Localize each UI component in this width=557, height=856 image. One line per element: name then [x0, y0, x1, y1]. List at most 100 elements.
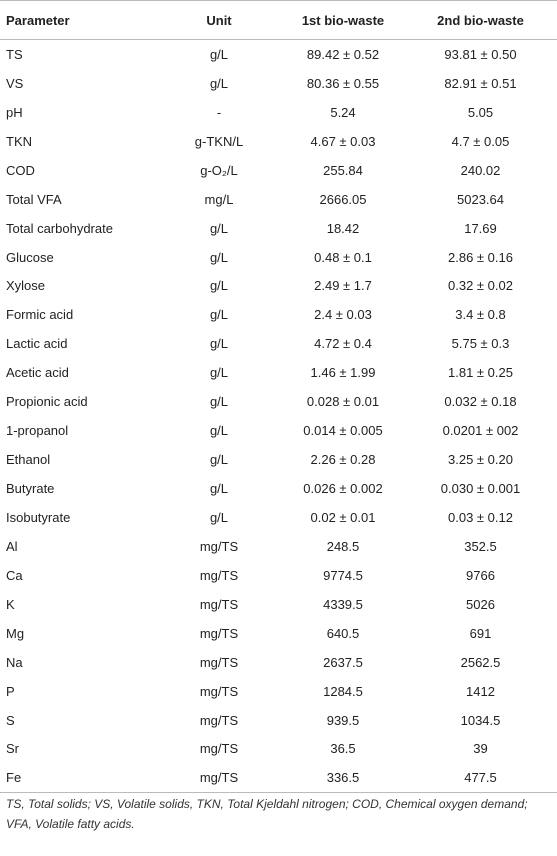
table-cell: 3.4 ± 0.8: [455, 307, 506, 323]
table-header: Parameter Unit 1st bio-waste 2nd bio-waste: [0, 0, 557, 40]
table-cell: Acetic acid: [6, 365, 69, 381]
table-cell: g-O₂/L: [200, 162, 238, 178]
table-cell: 0.02 ± 0.01: [310, 509, 376, 525]
table-cell: mg/TS: [199, 741, 239, 757]
table-cell: g/L: [209, 278, 229, 294]
table-cell: 0.026 ± 0.002: [303, 481, 383, 497]
table-cell: Isobutyrate: [6, 509, 71, 525]
table-cell: 0.028 ± 0.01: [306, 394, 380, 410]
table-cell: 939.5: [326, 712, 360, 728]
table-row: TKN g-TKN/L 4.67 ± 0.03 4.7 ± 0.05: [0, 127, 557, 156]
table-cell: S: [6, 712, 15, 728]
table-cell: -: [216, 104, 222, 120]
table-cell: 4.7 ± 0.05: [451, 133, 510, 149]
table-cell: 39: [473, 741, 488, 757]
table-cell: Fe: [0, 763, 156, 794]
header-cell: Unit: [156, 0, 282, 40]
table-cell: mg/TS: [199, 712, 239, 728]
table-cell: 4.72 ± 0.4: [314, 336, 372, 352]
table-cell: 0.032 ± 0.18: [444, 394, 517, 410]
table-cell: 248.5: [326, 538, 360, 554]
table-cell: 5023.64: [457, 191, 504, 207]
table-cell: Formic acid: [6, 307, 74, 323]
table-cell: 0.32 ± 0.02: [448, 278, 513, 294]
table-cell: 17.69: [464, 220, 497, 236]
table-cell: Al: [6, 538, 18, 554]
header-cell: 2nd bio-waste: [404, 0, 557, 40]
table-cell: TKN: [6, 133, 32, 149]
data-table: Parameter Unit 1st bio-waste 2nd bio-waste …: [0, 0, 557, 794]
table-cell: mg/TS: [199, 538, 239, 554]
table-row: Mg mg/TS 640.5 691: [0, 619, 557, 648]
header-cell: Parameter: [0, 0, 156, 40]
table-row: Ca mg/TS 9774.5 9766: [0, 561, 557, 590]
table-cell: 2666.05: [319, 191, 367, 207]
table-row: Total carbohydrate g/L 18.42 17.69: [0, 214, 557, 243]
table-cell: 2.4 ± 0.03: [314, 307, 372, 323]
table-cell: g/L: [209, 249, 229, 265]
table-cell: g/L: [209, 423, 229, 439]
table-row: Total VFA mg/L 2666.05 5023.64: [0, 185, 557, 214]
table-cell: mg/TS: [199, 654, 239, 670]
table-cell: 4339.5: [323, 596, 363, 612]
table-cell: mg/TS: [156, 763, 282, 794]
table-row: Al mg/TS 248.5 352.5: [0, 532, 557, 561]
table-cell: Propionic acid: [6, 394, 88, 410]
table-cell: g/L: [209, 452, 229, 468]
table-row: Butyrate g/L 0.026 ± 0.002 0.030 ± 0.001: [0, 474, 557, 503]
table-row: Xylose g/L 2.49 ± 1.7 0.32 ± 0.02: [0, 272, 557, 301]
table-cell: Sr: [6, 741, 19, 757]
table-cell: Ethanol: [6, 452, 51, 468]
table-cell: Total VFA: [6, 191, 62, 207]
table-row: Formic acid g/L 2.4 ± 0.03 3.4 ± 0.8: [0, 300, 557, 329]
table-cell: 4.67 ± 0.03: [310, 133, 376, 149]
table-cell: Butyrate: [6, 481, 55, 497]
table-cell: g/L: [209, 46, 229, 62]
table-cell: 2.49 ± 1.7: [314, 278, 372, 294]
table-row: Acetic acid g/L 1.46 ± 1.99 1.81 ± 0.25: [0, 358, 557, 387]
table-cell: 1.46 ± 1.99: [310, 365, 376, 381]
table-row: COD g-O₂/L 255.84 240.02: [0, 156, 557, 185]
table-cell: 82.91 ± 0.51: [444, 75, 517, 91]
table-cell: mg/TS: [199, 567, 239, 583]
table-cell: 336.5: [282, 763, 404, 794]
header-row: Parameter Unit 1st bio-waste 2nd bio-waste: [0, 0, 557, 40]
table-cell: 1034.5: [460, 712, 501, 728]
table-cell: mg/TS: [199, 596, 239, 612]
table-cell: 255.84: [323, 162, 363, 178]
table-cell: g/L: [209, 75, 229, 91]
table-cell: g/L: [209, 509, 229, 525]
header-cell: 1st bio-waste: [282, 0, 404, 40]
table-cell: 18.42: [326, 220, 360, 236]
table-cell: g/L: [209, 307, 229, 323]
table-cell: Total carbohydrate: [6, 220, 113, 236]
table-cell: Xylose: [6, 278, 46, 294]
table-cell: 5.05: [467, 104, 494, 120]
table-cell: 9774.5: [323, 567, 363, 583]
table-row: Na mg/TS 2637.5 2562.5: [0, 648, 557, 677]
table-row: Fe mg/TS 336.5 477.5: [0, 763, 557, 794]
table-cell: mg/TS: [199, 683, 239, 699]
table-cell: 352.5: [464, 538, 497, 554]
footnote: TS, Total solids; VS, Volatile solids, T…: [6, 797, 528, 831]
table-cell: pH: [6, 104, 23, 120]
table-cell: 80.36 ± 0.55: [306, 75, 380, 91]
table-cell: VS: [6, 75, 24, 91]
table-row: Propionic acid g/L 0.028 ± 0.01 0.032 ± 0.1…: [0, 387, 557, 416]
table-cell: 36.5: [330, 741, 356, 757]
table-cell: g/L: [209, 394, 229, 410]
table-cell: Glucose: [6, 249, 54, 265]
table-cell: g-TKN/L: [194, 133, 244, 149]
table-cell: 5.75 ± 0.3: [451, 336, 510, 352]
table-cell: COD: [6, 162, 35, 178]
table-cell: 640.5: [326, 625, 360, 641]
table-cell: 2637.5: [323, 654, 363, 670]
table-cell: g/L: [209, 365, 229, 381]
table-cell: 89.42 ± 0.52: [306, 46, 380, 62]
table-cell: Ca: [6, 567, 23, 583]
table-cell: P: [6, 683, 15, 699]
table-cell: g/L: [209, 336, 229, 352]
